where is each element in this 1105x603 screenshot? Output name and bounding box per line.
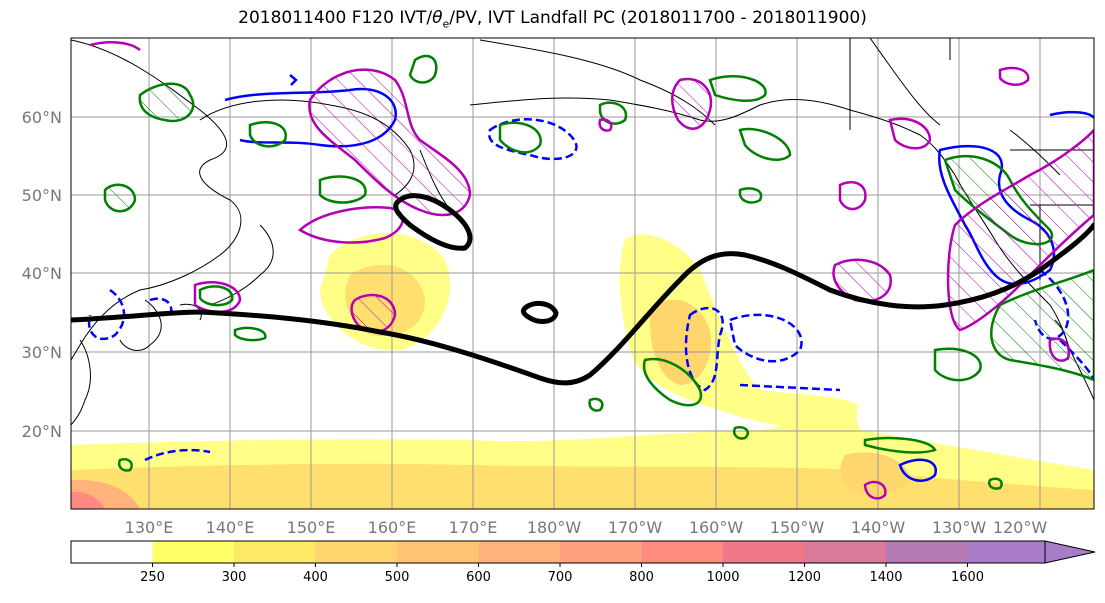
colorbar-tick-label: 500 xyxy=(385,570,410,585)
map-title: 2018011400 F120 IVT/θe/PV, IVT Landfall … xyxy=(0,8,1105,30)
colorbar-segment xyxy=(641,541,724,563)
title-theta: θ xyxy=(432,8,443,28)
colorbar-tick-label: 700 xyxy=(548,570,573,585)
colorbar-segment xyxy=(723,541,805,563)
colorbar-extend-arrow xyxy=(1044,540,1096,564)
latitude-labels: 60°N 50°N 40°N 30°N 20°N xyxy=(22,108,62,441)
colorbar-segment xyxy=(234,541,316,563)
lat-label: 40°N xyxy=(22,264,62,283)
longitude-labels: 130°E 140°E 150°E 160°E 170°E 180°W 170°… xyxy=(125,518,1048,537)
colorbar: 250 300 400 500 600 700 800 1000 1200 1400 1600 xyxy=(70,540,1096,585)
lon-label: 140°E xyxy=(206,518,255,537)
map-frame xyxy=(70,37,1095,510)
colorbar-segment xyxy=(152,541,235,563)
lon-label: 130°W xyxy=(932,518,987,537)
colorbar-segment xyxy=(478,541,561,563)
colorbar-tick-label: 400 xyxy=(303,570,328,585)
colorbar-segment xyxy=(886,541,968,563)
theta-e-contour xyxy=(71,193,1094,386)
ivt-shading xyxy=(71,233,1094,509)
pv-magenta-contours xyxy=(89,41,1094,500)
colorbar-tick-label: 1600 xyxy=(951,570,984,585)
lon-label: 140°W xyxy=(851,518,906,537)
colorbar-segment xyxy=(397,541,479,563)
colorbar-outline xyxy=(70,540,1045,564)
lon-label: 180°W xyxy=(527,518,582,537)
lon-label: 150°E xyxy=(287,518,336,537)
colorbar-tick-label: 1200 xyxy=(788,570,821,585)
lat-label: 30°N xyxy=(22,343,62,362)
lon-label: 170°W xyxy=(608,518,663,537)
colorbar-segment xyxy=(71,541,153,563)
colorbar-segment xyxy=(560,541,642,563)
lon-label: 160°W xyxy=(689,518,744,537)
lon-label: 150°W xyxy=(770,518,825,537)
colorbar-segment xyxy=(804,541,887,563)
lon-label: 120°W xyxy=(993,518,1048,537)
gridlines xyxy=(71,38,1094,509)
colorbar-segment xyxy=(967,541,1045,563)
colorbar-tick-label: 800 xyxy=(629,570,654,585)
lat-label: 20°N xyxy=(22,422,62,441)
colorbar-tick-label: 1400 xyxy=(869,570,902,585)
colorbar-segment xyxy=(315,541,398,563)
colorbar-tick-label: 1000 xyxy=(706,570,739,585)
lat-label: 60°N xyxy=(22,108,62,127)
lat-label: 50°N xyxy=(22,186,62,205)
title-prefix: 2018011400 F120 IVT/ xyxy=(238,8,433,28)
lon-label: 170°E xyxy=(449,518,498,537)
colorbar-tick-label: 300 xyxy=(222,570,247,585)
map-panel xyxy=(71,38,1094,509)
lon-label: 130°E xyxy=(125,518,174,537)
colorbar-tick-label: 250 xyxy=(140,570,165,585)
title-subscript: e xyxy=(442,17,450,31)
title-suffix: /PV, IVT Landfall PC (2018011700 - 20180… xyxy=(449,8,867,28)
colorbar-tick-label: 600 xyxy=(466,570,491,585)
lon-label: 160°E xyxy=(368,518,417,537)
